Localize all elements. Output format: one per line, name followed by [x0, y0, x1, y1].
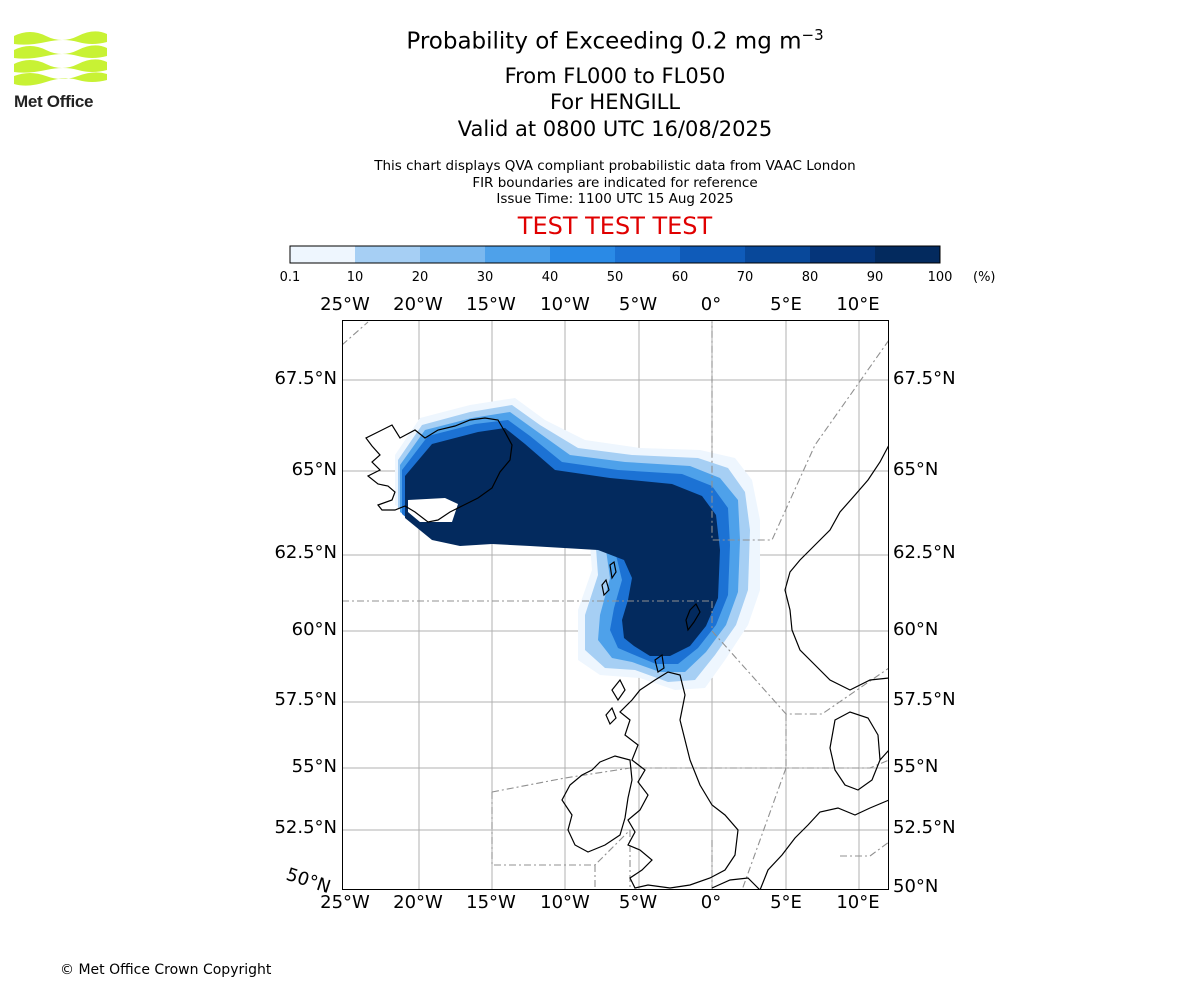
lon-label-top: 5°E [770, 294, 802, 315]
lat-label-left: 67.5°N [274, 368, 337, 389]
lon-label-bottom: 25°W [320, 892, 370, 913]
lon-label-bottom: 5°W [618, 892, 658, 913]
level-range: From FL000 to FL050 [504, 64, 726, 88]
colorbar-segment [875, 246, 940, 263]
lat-label-right: 57.5°N [893, 689, 956, 710]
colorbar-tick-label: 10 [346, 270, 364, 285]
lon-label-bottom: 20°W [393, 892, 443, 913]
norway-coast [784, 444, 889, 691]
lat-label-right: 65°N [893, 459, 939, 480]
plume-band-90 [405, 428, 720, 656]
lon-label-top: 20°W [393, 294, 443, 315]
lat-label-left: 60°N [291, 619, 337, 640]
valid-time: Valid at 0800 UTC 16/08/2025 [457, 117, 773, 141]
lat-label-right: 60°N [893, 619, 939, 640]
note-line-2: FIR boundaries are indicated for referen… [472, 175, 758, 191]
colorbar-segment [290, 246, 355, 263]
colorbar-segment [355, 246, 420, 263]
lon-label-top: 10°E [836, 294, 880, 315]
colorbar-tick-label: 20 [411, 270, 429, 285]
colorbar-tick-label: 30 [476, 270, 494, 285]
lon-label-top: 5°W [618, 294, 658, 315]
colorbar-tick-label: 0.1 [279, 270, 301, 285]
colorbar-tick-label: 70 [736, 270, 754, 285]
lon-label-top: 0° [700, 294, 722, 315]
lat-label-left: 65°N [291, 459, 337, 480]
lon-label-bottom: 10°W [540, 892, 590, 913]
lat-label-left: 55°N [291, 756, 337, 777]
lon-label-top: 25°W [320, 294, 370, 315]
lon-label-top: 10°W [540, 294, 590, 315]
colorbar-tick-label: 60 [671, 270, 689, 285]
lat-label-right: 52.5°N [893, 817, 956, 838]
colorbar-segment [485, 246, 550, 263]
faroe-islands [685, 602, 701, 632]
colorbar-segment [550, 246, 615, 263]
colorbar-outline [289, 245, 941, 264]
test-banner: TEST TEST TEST [517, 212, 713, 240]
corner-lat-label: 50°N [283, 864, 334, 898]
coastlines [365, 417, 889, 890]
lon-label-top: 15°W [466, 294, 516, 315]
ash-probability-plume [395, 398, 760, 690]
logo-text: Met Office [14, 92, 94, 111]
lat-label-right: 67.5°N [893, 368, 956, 389]
colorbar-tick-label: 80 [801, 270, 819, 285]
volcano-name: For HENGILL [549, 90, 681, 114]
lon-label-bottom: 15°W [466, 892, 516, 913]
colorbar-tick-label: 50 [606, 270, 624, 285]
colorbar-unit: (%) [973, 270, 996, 285]
graticule [342, 320, 889, 890]
iceland-coast [365, 417, 513, 523]
colorbar [289, 245, 941, 264]
colorbar-segment [420, 246, 485, 263]
colorbar-tick-label: 40 [541, 270, 559, 285]
copyright: © Met Office Crown Copyright [60, 962, 272, 978]
shetland [654, 653, 665, 673]
lon-label-bottom: 10°E [836, 892, 880, 913]
lat-label-left: 57.5°N [274, 689, 337, 710]
lat-label-left: 52.5°N [274, 817, 337, 838]
lat-label-left: 62.5°N [274, 542, 337, 563]
continent-coast [759, 799, 889, 890]
ireland-coast [561, 755, 633, 853]
colorbar-tick-label: 90 [866, 270, 884, 285]
colorbar-segment [615, 246, 680, 263]
denmark-coast [829, 711, 881, 791]
colorbar-segment [680, 246, 745, 263]
map-panel [342, 320, 889, 890]
lon-label-bottom: 0° [700, 892, 722, 913]
fir-boundaries [342, 321, 889, 890]
chart-title: Probability of Exceeding 0.2 mg m−3 [406, 26, 824, 55]
colorbar-segment [810, 246, 875, 263]
lat-label-right: 50°N [893, 876, 939, 897]
issue-time: Issue Time: 1100 UTC 15 Aug 2025 [496, 191, 734, 207]
note-line-1: This chart displays QVA compliant probab… [374, 158, 856, 174]
lat-label-right: 55°N [893, 756, 939, 777]
lat-label-right: 62.5°N [893, 542, 956, 563]
colorbar-segment [745, 246, 810, 263]
colorbar-tick-label: 100 [927, 270, 953, 285]
lon-label-bottom: 5°E [770, 892, 802, 913]
great-britain-coast [619, 671, 739, 889]
met-office-logo-icon [14, 31, 107, 86]
